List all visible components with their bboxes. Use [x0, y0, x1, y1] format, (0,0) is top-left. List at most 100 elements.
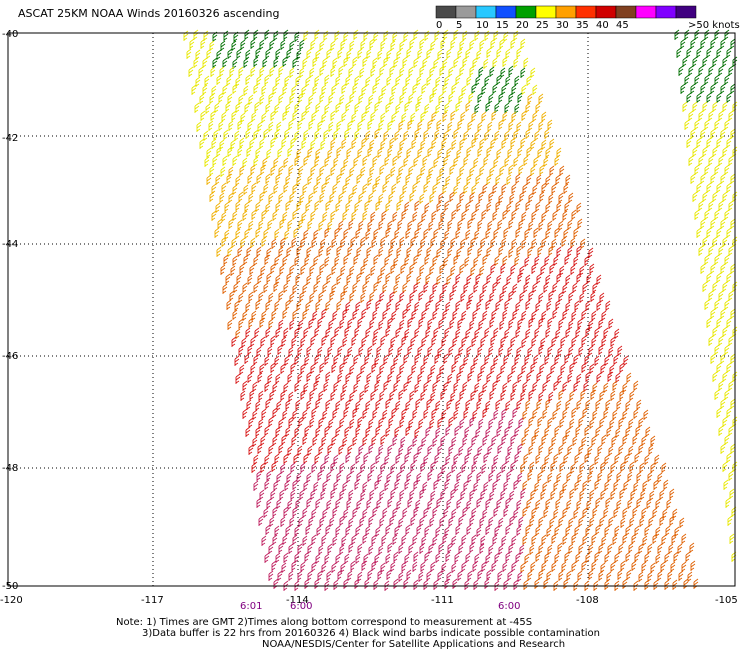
wind-barb [416, 173, 422, 184]
wind-barb [598, 344, 604, 355]
wind-barb [474, 103, 480, 114]
wind-barb [235, 373, 241, 384]
wind-barb [480, 363, 486, 374]
wind-barb [541, 211, 547, 222]
wind-barb [460, 489, 466, 500]
wind-barb [389, 291, 395, 302]
wind-barb [398, 543, 404, 554]
wind-barb [471, 184, 477, 195]
wind-barb [315, 300, 321, 311]
wind-barb [320, 238, 326, 249]
wind-barb [245, 74, 251, 85]
wind-barb [566, 471, 572, 482]
wind-barb [435, 300, 441, 311]
wind-barb [502, 382, 508, 393]
wind-barb [526, 371, 532, 382]
wind-barb [505, 497, 511, 508]
wind-barb [366, 372, 372, 383]
wind-barb [706, 272, 712, 283]
wind-barb [318, 444, 324, 455]
wind-barb [450, 237, 456, 248]
wind-barb [261, 236, 267, 247]
wind-barb [358, 192, 364, 203]
wind-barb [708, 155, 714, 166]
wind-barb [222, 155, 228, 166]
wind-barb [466, 146, 472, 157]
wind-barb [546, 372, 552, 383]
wind-barb [582, 407, 588, 418]
wind-barb [592, 506, 598, 517]
wind-barb [599, 417, 605, 428]
wind-barb [216, 74, 222, 85]
wind-barb [722, 461, 728, 472]
wind-barb [332, 57, 338, 68]
wind-barb [589, 516, 595, 527]
wind-barb [419, 488, 425, 499]
wind-barb [415, 398, 421, 409]
wind-barb [710, 353, 716, 364]
wind-barb [680, 83, 686, 94]
wind-barb [247, 173, 253, 184]
wind-barb [550, 363, 556, 374]
wind-barb [604, 480, 610, 491]
wind-barb [327, 345, 333, 356]
wind-barb [434, 353, 440, 364]
wind-barb [314, 129, 320, 140]
wind-barb [440, 38, 446, 49]
wind-barb [419, 65, 425, 76]
wind-barb [350, 236, 356, 247]
wind-barb [551, 561, 557, 572]
wind-barb [321, 435, 327, 446]
wind-barb [522, 480, 528, 491]
wind-barb [213, 129, 219, 140]
wind-barb [421, 309, 427, 320]
wind-barb [471, 462, 477, 473]
wind-barb [511, 535, 517, 546]
wind-barb [467, 570, 473, 581]
wind-barb [390, 463, 396, 474]
wind-barb [505, 48, 511, 59]
wind-barb [654, 454, 660, 465]
wind-barb [329, 516, 335, 527]
wind-barb [528, 120, 534, 131]
wind-barb [576, 272, 582, 283]
wind-barb [443, 155, 449, 166]
wind-barb [389, 94, 395, 105]
wind-barb [363, 553, 369, 564]
wind-barb [285, 174, 291, 185]
wind-barb [450, 265, 456, 276]
wind-barb [622, 533, 628, 544]
wind-barb [578, 345, 584, 356]
wind-barb [383, 130, 389, 141]
wind-barb [731, 506, 737, 517]
wind-barb [635, 425, 641, 436]
wind-barb [360, 490, 366, 501]
wind-barb [193, 57, 199, 68]
wind-barb [614, 453, 620, 464]
wind-barb [474, 229, 480, 240]
wind-barb [267, 373, 273, 384]
wind-barb [382, 409, 388, 420]
wind-barb [467, 445, 473, 456]
wind-barb [730, 83, 736, 94]
wind-barb [674, 526, 680, 537]
wind-barb [252, 436, 258, 447]
wind-barb [545, 498, 551, 509]
wind-barb [604, 579, 610, 590]
wind-barb [548, 245, 554, 256]
wind-barb [287, 219, 293, 230]
wind-barb [324, 74, 330, 85]
wind-barb [554, 425, 560, 436]
wind-barb [311, 111, 317, 122]
wind-barb [559, 488, 565, 499]
wind-barb [714, 389, 720, 400]
wind-barb [404, 479, 410, 490]
wind-barb [235, 328, 241, 339]
wind-barb [253, 83, 259, 94]
wind-barb [467, 472, 473, 483]
wind-barb [378, 444, 384, 455]
wind-barb [374, 381, 380, 392]
wind-barb [649, 490, 655, 501]
wind-barb [466, 274, 472, 285]
wind-barb [510, 137, 516, 148]
